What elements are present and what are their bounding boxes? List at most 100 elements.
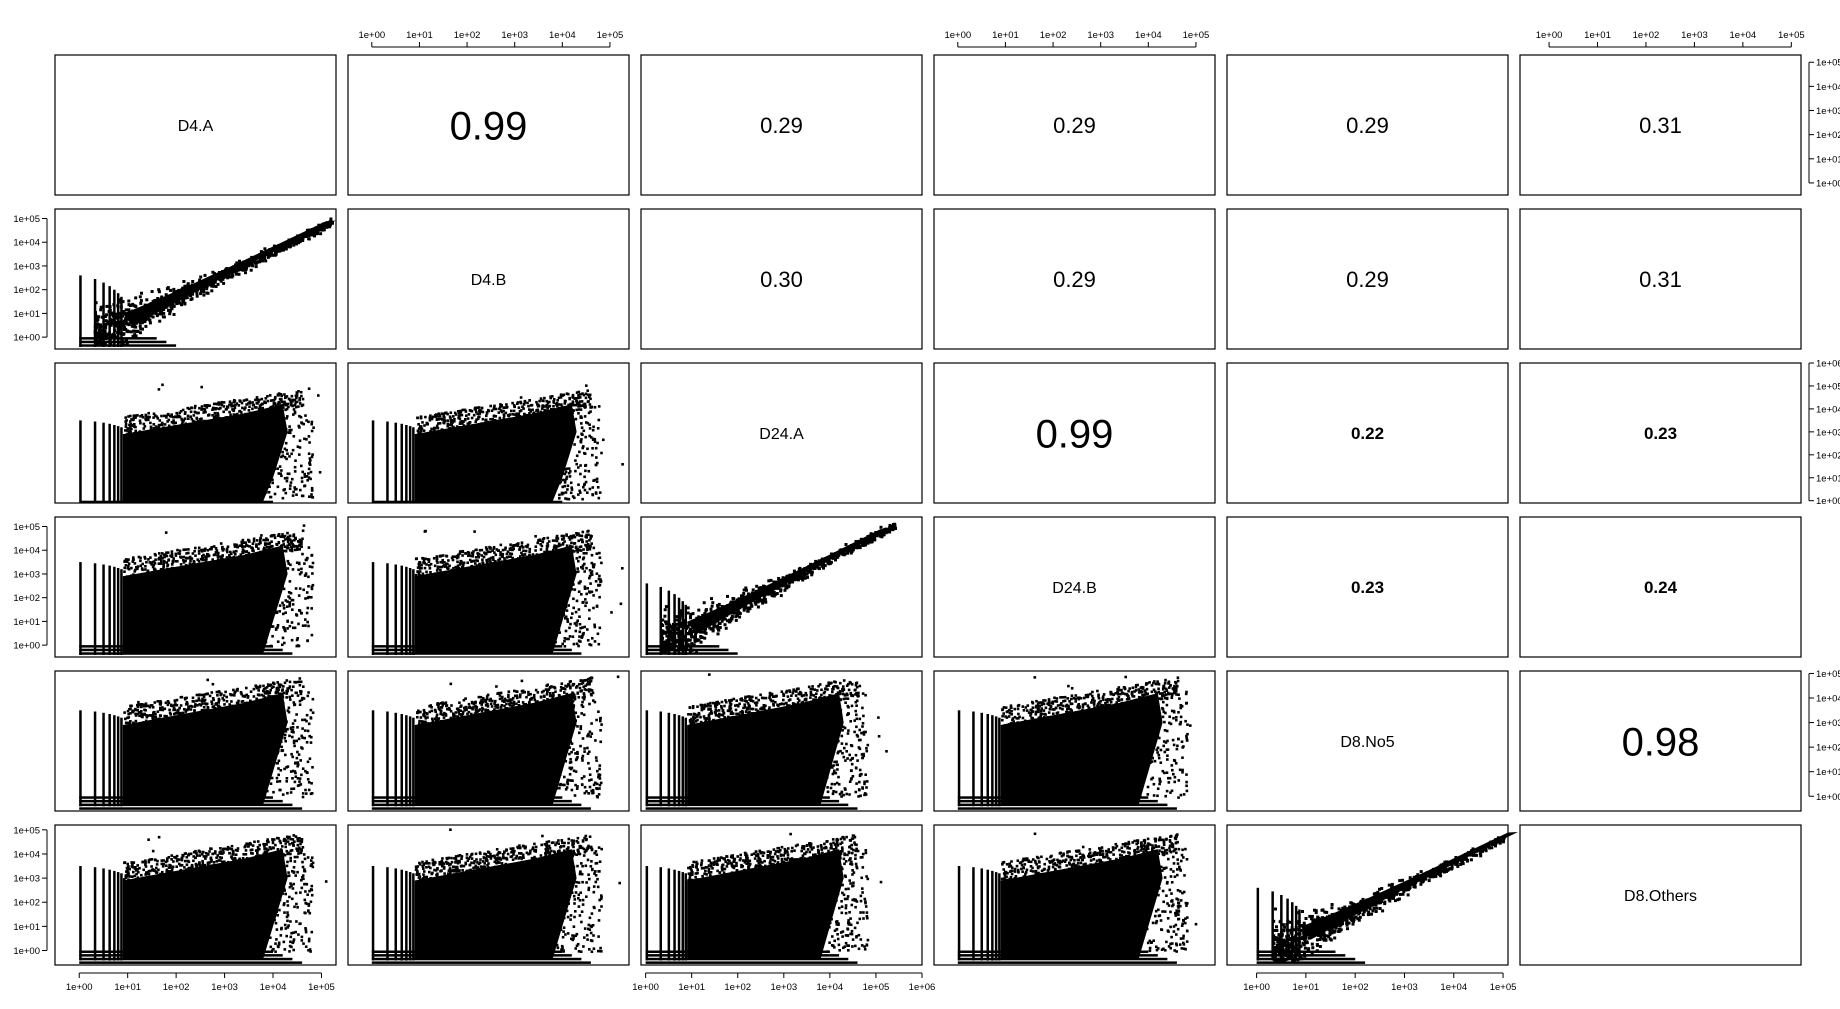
data-point xyxy=(159,706,162,710)
data-point xyxy=(289,563,292,567)
data-point xyxy=(274,728,278,731)
data-point xyxy=(259,550,262,554)
data-point xyxy=(269,644,273,648)
data-point xyxy=(547,540,551,543)
data-point xyxy=(879,525,883,529)
data-point xyxy=(567,637,570,641)
data-point xyxy=(564,629,568,633)
data-point xyxy=(726,594,729,598)
data-point xyxy=(596,441,599,445)
data-point xyxy=(221,277,225,281)
data-point xyxy=(178,411,181,415)
data-point xyxy=(586,544,590,548)
data-point xyxy=(235,269,239,273)
data-point xyxy=(561,543,565,546)
data-point xyxy=(291,398,295,402)
data-point xyxy=(308,463,312,466)
data-point xyxy=(541,540,545,544)
data-point xyxy=(284,739,287,743)
data-point xyxy=(112,303,116,307)
data-point xyxy=(184,559,187,563)
data-point xyxy=(569,534,573,538)
data-point xyxy=(272,695,275,698)
data-point xyxy=(293,488,297,491)
data-point xyxy=(525,416,528,420)
data-point xyxy=(288,596,292,600)
data-point xyxy=(559,551,562,554)
data-point xyxy=(784,582,788,586)
data-point xyxy=(699,640,703,644)
data-point xyxy=(784,586,788,590)
data-point xyxy=(282,488,285,492)
data-point xyxy=(543,441,546,444)
data-point xyxy=(261,704,264,707)
data-point xyxy=(461,422,464,425)
data-point xyxy=(667,590,671,655)
data-point xyxy=(93,339,97,342)
data-point xyxy=(197,546,201,550)
data-point xyxy=(276,716,279,719)
data-point xyxy=(558,613,562,617)
data-point xyxy=(533,414,537,418)
data-point xyxy=(458,426,461,429)
data-point xyxy=(95,341,98,345)
data-point xyxy=(215,702,218,706)
data-point xyxy=(680,647,684,650)
data-point xyxy=(146,415,150,419)
panel-1-0 xyxy=(54,208,337,350)
data-point xyxy=(546,578,550,582)
data-point xyxy=(561,485,564,489)
data-point xyxy=(512,403,516,407)
data-point xyxy=(154,426,158,429)
data-point xyxy=(253,602,257,605)
data-point xyxy=(298,238,302,242)
data-point xyxy=(214,547,218,550)
data-point xyxy=(136,708,139,712)
data-point xyxy=(564,615,568,619)
data-point xyxy=(432,428,436,432)
data-point xyxy=(437,412,441,415)
data-point xyxy=(267,490,271,494)
data-point xyxy=(444,565,447,568)
data-point xyxy=(232,400,236,404)
data-point xyxy=(412,427,415,501)
data-point xyxy=(584,684,587,688)
data-point xyxy=(287,591,291,594)
data-point xyxy=(198,564,201,567)
data-point xyxy=(217,551,220,555)
data-point xyxy=(286,627,289,630)
data-point xyxy=(296,726,299,729)
data-point xyxy=(310,782,313,785)
data-point xyxy=(299,690,303,694)
data-point xyxy=(294,775,298,778)
data-point xyxy=(562,491,565,495)
data-point xyxy=(168,716,171,720)
data-point xyxy=(555,596,559,600)
data-point xyxy=(428,564,431,567)
data-point xyxy=(162,559,166,563)
data-point xyxy=(255,544,258,548)
panel-2-0 xyxy=(54,362,337,504)
data-point xyxy=(523,553,527,556)
data-point xyxy=(171,559,175,563)
data-point xyxy=(555,556,558,559)
data-point xyxy=(291,729,295,732)
data-point xyxy=(471,559,475,563)
data-point xyxy=(290,688,293,692)
data-point xyxy=(306,620,309,624)
data-point xyxy=(99,308,103,312)
data-point xyxy=(465,414,468,417)
data-point xyxy=(152,426,156,430)
data-point xyxy=(206,709,209,712)
data-point xyxy=(550,463,553,466)
data-point xyxy=(547,636,551,639)
data-point xyxy=(269,417,272,421)
data-point xyxy=(113,715,116,807)
data-point xyxy=(272,447,276,451)
data-point xyxy=(274,395,277,399)
data-point xyxy=(161,383,164,387)
data-point xyxy=(261,553,265,556)
data-point xyxy=(203,404,207,407)
correlation-value: 0.30 xyxy=(760,267,803,292)
data-point xyxy=(170,736,174,740)
